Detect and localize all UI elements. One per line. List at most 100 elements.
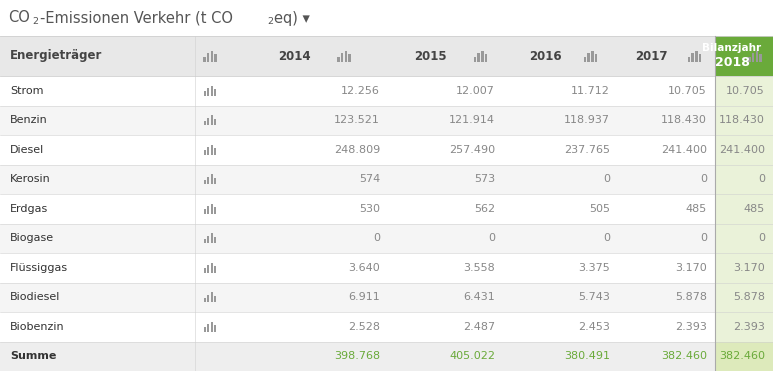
Bar	[203, 56, 206, 62]
Text: Flüssiggas: Flüssiggas	[10, 263, 68, 273]
Text: 574: 574	[359, 174, 380, 184]
Bar	[756, 50, 758, 62]
Text: 5.743: 5.743	[578, 292, 610, 302]
Text: 382.460: 382.460	[661, 351, 707, 361]
Bar	[715, 223, 773, 253]
Text: 118.937: 118.937	[564, 115, 610, 125]
Bar	[715, 312, 773, 341]
Bar	[207, 177, 209, 184]
Bar	[699, 54, 701, 62]
Text: 241.400: 241.400	[661, 145, 707, 155]
Bar	[715, 105, 773, 135]
Text: 2.487: 2.487	[463, 322, 495, 332]
Bar	[0, 253, 715, 282]
Text: 530: 530	[359, 204, 380, 214]
Text: 0: 0	[700, 233, 707, 243]
Bar	[0, 76, 715, 105]
Text: eq) ▾: eq) ▾	[274, 10, 310, 26]
Text: 2016: 2016	[530, 49, 562, 62]
Text: 10.705: 10.705	[727, 86, 765, 96]
Text: Strom: Strom	[10, 86, 43, 96]
Bar	[349, 54, 351, 62]
Bar	[0, 36, 715, 76]
Bar	[204, 268, 206, 273]
Text: 3.640: 3.640	[349, 263, 380, 273]
Bar	[214, 54, 216, 62]
Bar	[214, 207, 216, 214]
Bar	[0, 105, 715, 135]
Bar	[210, 322, 213, 332]
Bar	[204, 150, 206, 155]
Bar	[591, 50, 594, 62]
Bar	[207, 147, 209, 155]
Text: 2018: 2018	[714, 56, 750, 69]
Bar	[715, 135, 773, 164]
Text: -Emissionen Verkehr (t CO: -Emissionen Verkehr (t CO	[40, 10, 233, 26]
Text: 2017: 2017	[635, 49, 668, 62]
Bar	[214, 148, 216, 155]
Text: 380.491: 380.491	[564, 351, 610, 361]
Text: 382.460: 382.460	[719, 351, 765, 361]
Bar	[584, 56, 586, 62]
Bar	[207, 236, 209, 243]
Bar	[214, 178, 216, 184]
Text: 573: 573	[474, 174, 495, 184]
Text: 237.765: 237.765	[564, 145, 610, 155]
Text: 0: 0	[758, 174, 765, 184]
Bar	[214, 325, 216, 332]
Bar	[214, 266, 216, 273]
Bar	[337, 56, 339, 62]
Text: 2: 2	[267, 16, 273, 26]
Bar	[481, 50, 484, 62]
Bar	[715, 282, 773, 312]
Text: 5.878: 5.878	[733, 292, 765, 302]
Bar	[695, 50, 697, 62]
Bar	[759, 54, 762, 62]
Text: 121.914: 121.914	[449, 115, 495, 125]
Bar	[207, 88, 209, 96]
Bar	[691, 53, 694, 62]
Bar	[211, 50, 213, 62]
Text: 2014: 2014	[278, 49, 310, 62]
Bar	[204, 327, 206, 332]
Text: 0: 0	[488, 233, 495, 243]
Bar	[715, 253, 773, 282]
Bar	[715, 341, 773, 371]
Text: 505: 505	[589, 204, 610, 214]
Text: CO: CO	[8, 10, 30, 26]
Bar	[214, 119, 216, 125]
Text: Erdgas: Erdgas	[10, 204, 48, 214]
Bar	[752, 53, 754, 62]
Bar	[210, 86, 213, 96]
Bar	[204, 239, 206, 243]
Bar	[0, 223, 715, 253]
Bar	[210, 292, 213, 302]
Text: Benzin: Benzin	[10, 115, 48, 125]
Bar	[0, 312, 715, 341]
Bar	[214, 237, 216, 243]
Bar	[715, 164, 773, 194]
Bar	[341, 53, 343, 62]
Bar	[207, 206, 209, 214]
Bar	[210, 204, 213, 214]
Text: 2.528: 2.528	[348, 322, 380, 332]
Bar	[0, 282, 715, 312]
Text: 241.400: 241.400	[719, 145, 765, 155]
Text: 405.022: 405.022	[449, 351, 495, 361]
Text: 123.521: 123.521	[334, 115, 380, 125]
Text: 6.431: 6.431	[463, 292, 495, 302]
Bar	[748, 56, 751, 62]
Bar	[210, 263, 213, 273]
Text: 0: 0	[700, 174, 707, 184]
Text: 3.170: 3.170	[734, 263, 765, 273]
Bar	[587, 53, 590, 62]
Text: 10.705: 10.705	[668, 86, 707, 96]
Bar	[214, 296, 216, 302]
Text: 12.007: 12.007	[456, 86, 495, 96]
Text: 6.911: 6.911	[349, 292, 380, 302]
Bar	[715, 194, 773, 223]
Bar	[204, 180, 206, 184]
Bar	[204, 91, 206, 96]
Text: 562: 562	[474, 204, 495, 214]
Bar	[485, 54, 487, 62]
